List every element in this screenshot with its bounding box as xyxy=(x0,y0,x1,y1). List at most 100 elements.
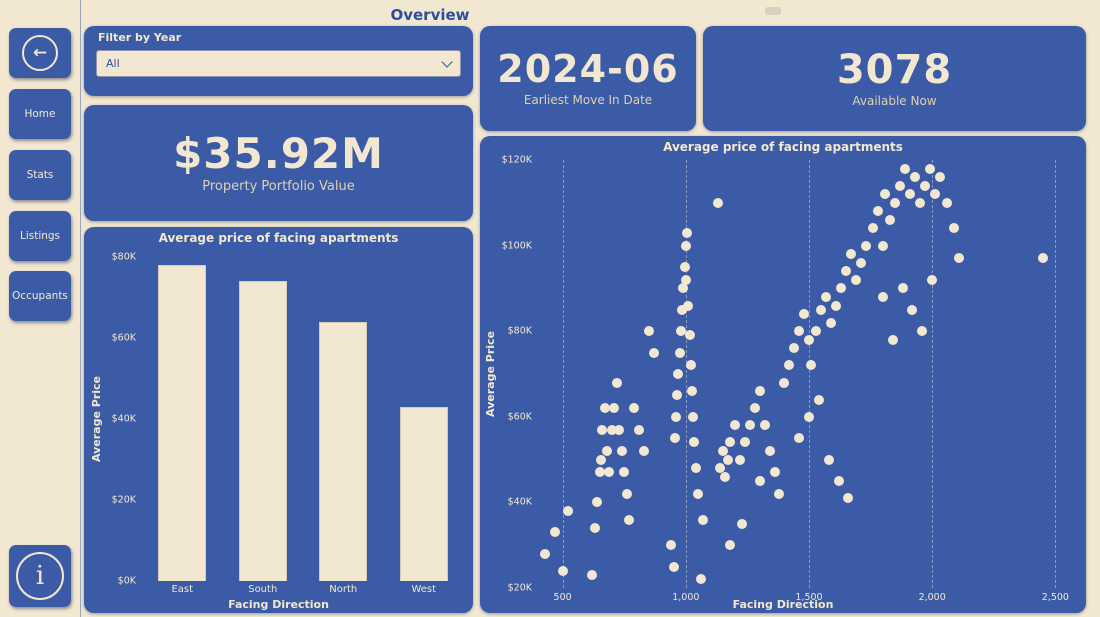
scatter-point[interactable] xyxy=(877,291,888,302)
scatter-point[interactable] xyxy=(877,240,888,251)
scatter-point[interactable] xyxy=(900,163,911,174)
scatter-point[interactable] xyxy=(949,223,960,234)
scatter-point[interactable] xyxy=(735,454,746,465)
scatter-point[interactable] xyxy=(674,347,685,358)
scatter-point[interactable] xyxy=(749,403,760,414)
scatter-point[interactable] xyxy=(905,189,915,200)
scatter-point[interactable] xyxy=(739,437,750,448)
scatter-point[interactable] xyxy=(624,514,635,525)
scatter-point[interactable] xyxy=(813,394,824,405)
scatter-point[interactable] xyxy=(744,420,755,431)
scatter-point[interactable] xyxy=(774,488,785,499)
bar-west[interactable] xyxy=(399,406,448,581)
scatter-point[interactable] xyxy=(683,300,694,311)
scatter-point[interactable] xyxy=(594,467,605,478)
scatter-point[interactable] xyxy=(754,476,765,486)
scatter-point[interactable] xyxy=(540,548,551,559)
scatter-point[interactable] xyxy=(855,257,866,268)
scatter-point[interactable] xyxy=(934,172,945,183)
scatter-point[interactable] xyxy=(712,197,723,208)
scatter-point[interactable] xyxy=(643,326,654,337)
scatter-point[interactable] xyxy=(843,493,854,504)
scatter-point[interactable] xyxy=(550,527,561,538)
scatter-point[interactable] xyxy=(924,163,935,174)
scatter-point[interactable] xyxy=(689,437,700,448)
scatter-point[interactable] xyxy=(919,180,930,191)
scatter-point[interactable] xyxy=(672,390,683,401)
scatter-point[interactable] xyxy=(562,505,573,516)
sidebar-item-listings[interactable]: Listings xyxy=(9,211,71,261)
sidebar-item-stats[interactable]: Stats xyxy=(9,150,71,200)
scatter-point[interactable] xyxy=(821,291,832,302)
scatter-point[interactable] xyxy=(684,330,695,341)
scatter-point[interactable] xyxy=(685,360,696,371)
scatter-point[interactable] xyxy=(730,420,741,431)
scatter-point[interactable] xyxy=(668,561,679,572)
scatter-point[interactable] xyxy=(638,446,649,457)
scatter-point[interactable] xyxy=(619,467,630,478)
scatter-point[interactable] xyxy=(616,446,627,457)
scatter-point[interactable] xyxy=(648,347,659,358)
scatter-point[interactable] xyxy=(717,446,728,457)
scatter-point[interactable] xyxy=(868,223,879,234)
scatter-point[interactable] xyxy=(621,488,632,499)
scatter-point[interactable] xyxy=(693,488,704,499)
scatter-point[interactable] xyxy=(688,411,699,422)
scatter-point[interactable] xyxy=(604,467,615,478)
scatter-point[interactable] xyxy=(611,377,622,388)
scatter-point[interactable] xyxy=(557,565,568,576)
scatter-point[interactable] xyxy=(927,274,938,285)
bar-south[interactable] xyxy=(238,281,287,581)
year-filter-dropdown[interactable]: All xyxy=(96,50,461,77)
scatter-point[interactable] xyxy=(907,304,918,315)
scatter-point[interactable] xyxy=(769,467,780,478)
scatter-point[interactable] xyxy=(601,446,612,457)
scatter-point[interactable] xyxy=(779,377,790,388)
scatter-point[interactable] xyxy=(887,334,898,345)
sidebar-item-home[interactable]: Home xyxy=(9,89,71,139)
scatter-point[interactable] xyxy=(673,369,684,379)
scatter-point[interactable] xyxy=(811,326,822,337)
scatter-point[interactable] xyxy=(823,454,834,465)
scatter-point[interactable] xyxy=(737,518,748,529)
scatter-point[interactable] xyxy=(789,343,800,354)
scatter-point[interactable] xyxy=(804,411,814,422)
scatter-point[interactable] xyxy=(682,227,693,238)
sidebar-item-occupants[interactable]: Occupants xyxy=(9,271,71,321)
scatter-point[interactable] xyxy=(725,437,736,448)
scroll-indicator[interactable] xyxy=(765,7,781,15)
scatter-point[interactable] xyxy=(826,317,837,328)
scatter-point[interactable] xyxy=(670,411,681,422)
scatter-point[interactable] xyxy=(614,424,625,435)
scatter-point[interactable] xyxy=(675,326,686,337)
scatter-point[interactable] xyxy=(929,189,940,200)
bar-east[interactable] xyxy=(158,265,207,581)
scatter-point[interactable] xyxy=(885,214,896,225)
scatter-point[interactable] xyxy=(917,326,928,337)
scatter-point[interactable] xyxy=(690,463,701,474)
scatter-point[interactable] xyxy=(914,197,925,208)
info-button[interactable]: i xyxy=(9,545,71,607)
scatter-point[interactable] xyxy=(880,189,891,200)
scatter-point[interactable] xyxy=(589,523,600,534)
scatter-point[interactable] xyxy=(764,446,775,457)
scatter-point[interactable] xyxy=(836,283,847,294)
scatter-point[interactable] xyxy=(759,420,770,431)
scatter-point[interactable] xyxy=(909,172,920,183)
back-button[interactable]: ← xyxy=(9,28,71,78)
scatter-point[interactable] xyxy=(597,424,608,435)
scatter-point[interactable] xyxy=(833,476,844,486)
scatter-point[interactable] xyxy=(695,574,706,585)
scatter-point[interactable] xyxy=(831,300,842,311)
scatter-point[interactable] xyxy=(794,433,805,444)
scatter-point[interactable] xyxy=(895,180,906,191)
scatter-point[interactable] xyxy=(609,403,620,414)
scatter-point[interactable] xyxy=(680,240,691,251)
scatter-point[interactable] xyxy=(872,206,883,217)
scatter-point[interactable] xyxy=(804,334,814,345)
scatter-point[interactable] xyxy=(666,540,677,551)
scatter-point[interactable] xyxy=(840,266,851,277)
scatter-point[interactable] xyxy=(698,514,709,525)
scatter-point[interactable] xyxy=(845,249,856,260)
scatter-point[interactable] xyxy=(860,240,871,251)
